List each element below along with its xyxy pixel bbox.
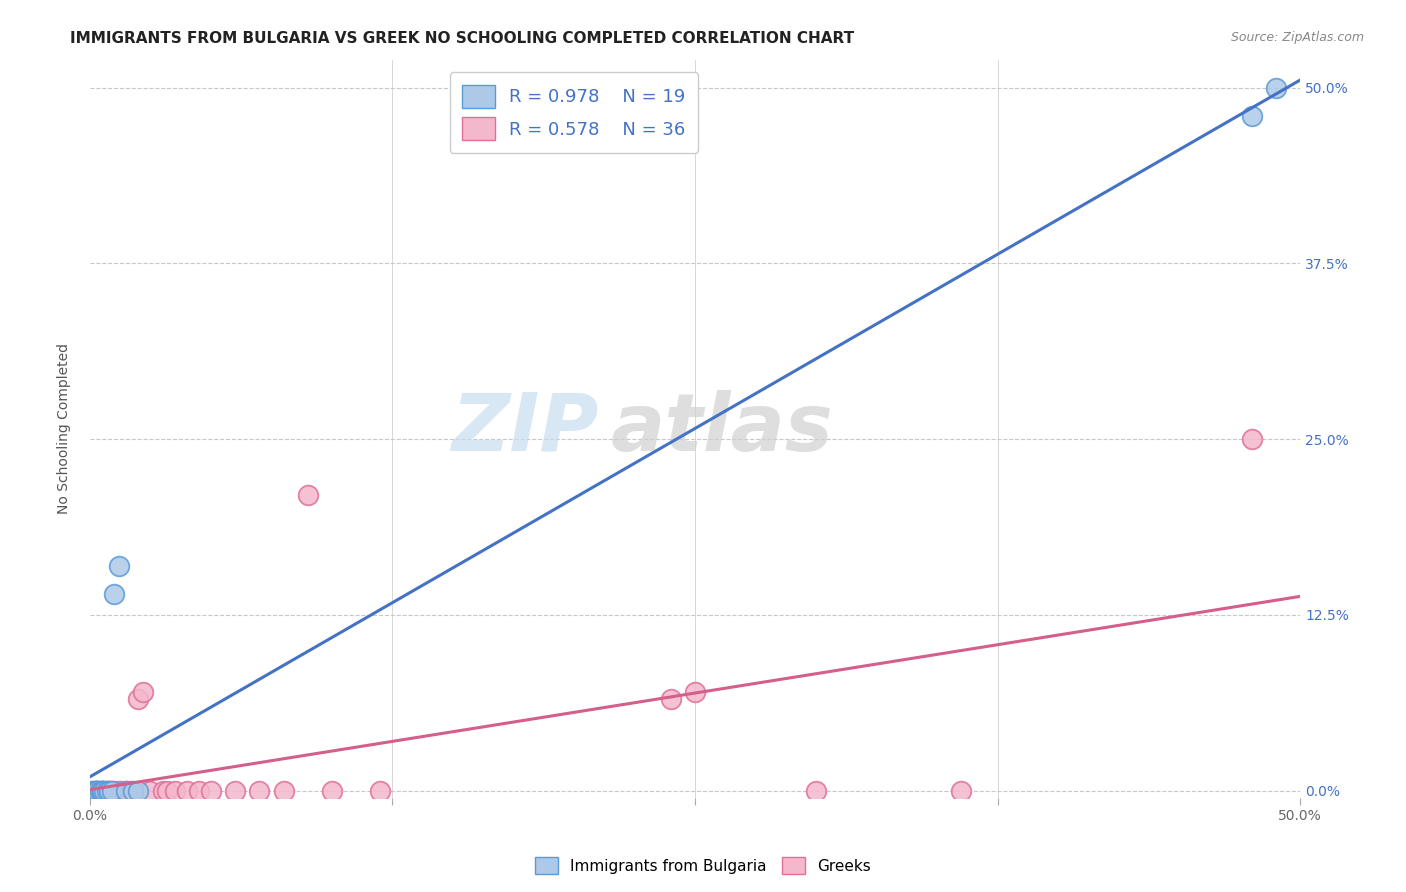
Point: [82, 783, 104, 797]
Point: [132, 685, 155, 699]
Point: [100, 783, 122, 797]
Point: [89, 783, 111, 797]
Point: [120, 783, 142, 797]
Legend: Immigrants from Bulgaria, Greeks: Immigrants from Bulgaria, Greeks: [529, 851, 877, 880]
Point: [127, 783, 149, 797]
Point: [122, 783, 145, 797]
Point: [96, 783, 118, 797]
Point: [127, 692, 149, 706]
Point: [86, 783, 108, 797]
Point: [91, 783, 114, 797]
Legend: R = 0.978    N = 19, R = 0.578    N = 36: R = 0.978 N = 19, R = 0.578 N = 36: [450, 72, 699, 153]
Point: [86, 783, 108, 797]
Point: [370, 783, 392, 797]
Point: [321, 783, 343, 797]
Point: [1240, 432, 1263, 446]
Point: [152, 783, 174, 797]
Point: [176, 783, 198, 797]
Text: Source: ZipAtlas.com: Source: ZipAtlas.com: [1230, 31, 1364, 45]
Text: IMMIGRANTS FROM BULGARIA VS GREEK NO SCHOOLING COMPLETED CORRELATION CHART: IMMIGRANTS FROM BULGARIA VS GREEK NO SCH…: [70, 31, 855, 46]
Point: [98, 783, 121, 797]
Point: [83, 783, 105, 797]
Point: [247, 783, 270, 797]
Point: [96, 783, 118, 797]
Point: [89, 783, 111, 797]
Point: [115, 783, 138, 797]
Point: [115, 783, 138, 797]
Point: [683, 685, 706, 699]
Point: [103, 783, 125, 797]
Point: [83, 783, 105, 797]
Point: [156, 783, 179, 797]
Point: [86, 783, 108, 797]
Point: [1240, 109, 1263, 123]
Point: [224, 783, 246, 797]
Point: [100, 783, 122, 797]
Text: ZIP: ZIP: [451, 390, 598, 467]
Point: [86, 783, 108, 797]
Point: [108, 783, 131, 797]
Point: [93, 783, 115, 797]
Point: [273, 783, 295, 797]
Y-axis label: No Schooling Completed: No Schooling Completed: [58, 343, 72, 514]
Point: [297, 488, 319, 502]
Point: [93, 783, 115, 797]
Point: [139, 783, 162, 797]
Point: [82, 783, 104, 797]
Point: [91, 783, 114, 797]
Point: [187, 783, 209, 797]
Point: [804, 783, 827, 797]
Text: atlas: atlas: [610, 390, 832, 467]
Point: [108, 558, 131, 573]
Point: [98, 783, 121, 797]
Point: [103, 587, 125, 601]
Point: [83, 783, 105, 797]
Point: [163, 783, 186, 797]
Point: [110, 783, 132, 797]
Point: [200, 783, 222, 797]
Point: [950, 783, 973, 797]
Point: [659, 692, 682, 706]
Point: [91, 783, 114, 797]
Point: [91, 783, 114, 797]
Point: [1264, 80, 1286, 95]
